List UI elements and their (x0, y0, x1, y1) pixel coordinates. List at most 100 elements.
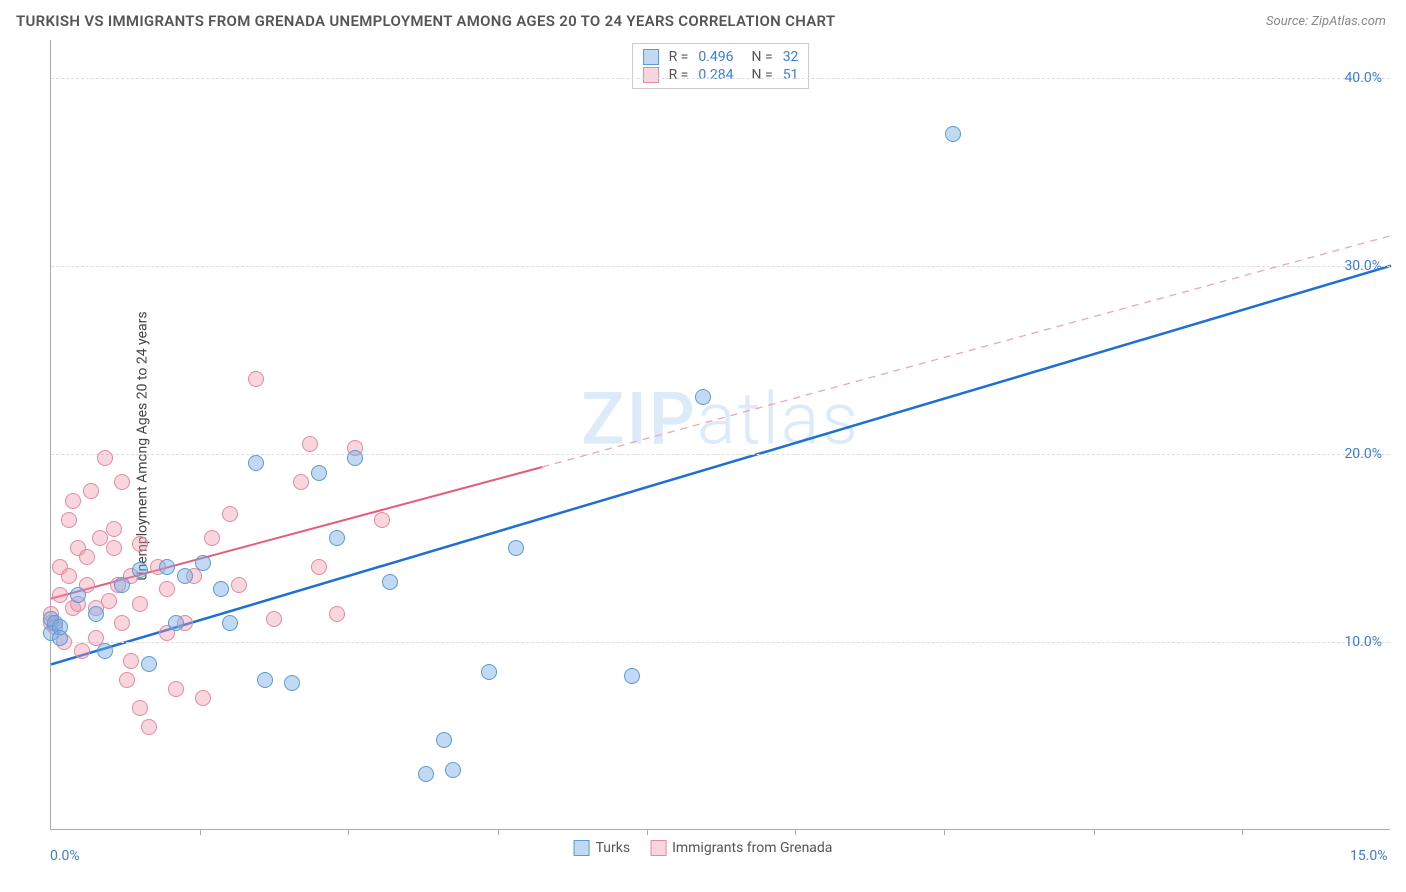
scatter-point (195, 690, 211, 706)
gridline (51, 454, 1390, 455)
gridline (51, 642, 1390, 643)
scatter-point (293, 474, 309, 490)
y-tick-label: 30.0% (1344, 258, 1382, 274)
r-value: 0.284 (698, 67, 733, 83)
scatter-point (70, 587, 86, 603)
scatter-point (508, 540, 524, 556)
scatter-point (195, 555, 211, 571)
x-tick (647, 829, 648, 835)
regression-line (542, 236, 1391, 467)
legend-swatch (650, 840, 666, 856)
series-legend: Turks Immigrants from Grenada (574, 840, 833, 856)
scatter-point (132, 562, 148, 578)
scatter-point (266, 611, 282, 627)
scatter-point (97, 450, 113, 466)
n-value: 51 (783, 67, 799, 83)
legend-item: Immigrants from Grenada (650, 840, 832, 856)
x-tick (795, 829, 796, 835)
scatter-point (204, 530, 220, 546)
x-tick (498, 829, 499, 835)
scatter-point (222, 615, 238, 631)
scatter-point (132, 700, 148, 716)
x-tick-label: 0.0% (50, 848, 80, 864)
scatter-point (695, 389, 711, 405)
x-tick (348, 829, 349, 835)
scatter-point (329, 530, 345, 546)
gridline (51, 78, 1390, 79)
scatter-point (123, 653, 139, 669)
scatter-point (248, 455, 264, 471)
legend-label: Turks (596, 840, 631, 856)
legend-swatch (643, 49, 659, 65)
r-label: R = (669, 67, 689, 83)
legend-item: Turks (574, 840, 631, 856)
legend-swatch (574, 840, 590, 856)
scatter-point (88, 606, 104, 622)
stat-legend-row: R = 0.496 N = 32 (643, 48, 799, 66)
scatter-point (302, 436, 318, 452)
scatter-point (231, 577, 247, 593)
x-tick (944, 829, 945, 835)
r-value: 0.496 (698, 49, 733, 65)
y-tick-label: 20.0% (1344, 446, 1382, 462)
scatter-point (101, 593, 117, 609)
scatter-point (106, 540, 122, 556)
scatter-point (83, 483, 99, 499)
scatter-point (222, 506, 238, 522)
stat-legend-row: R = 0.284 N = 51 (643, 66, 799, 84)
scatter-point (168, 615, 184, 631)
scatter-point (114, 615, 130, 631)
scatter-point (114, 474, 130, 490)
x-tick (1242, 829, 1243, 835)
chart-title: TURKISH VS IMMIGRANTS FROM GRENADA UNEMP… (16, 12, 835, 30)
scatter-point (382, 574, 398, 590)
n-value: 32 (783, 49, 799, 65)
scatter-point (52, 630, 68, 646)
x-tick (200, 829, 201, 835)
scatter-point (114, 577, 130, 593)
scatter-point (177, 568, 193, 584)
scatter-point (119, 672, 135, 688)
scatter-point (436, 732, 452, 748)
x-tick (1094, 829, 1095, 835)
scatter-point (132, 596, 148, 612)
source-label: Source: ZipAtlas.com (1266, 14, 1386, 29)
scatter-point (52, 587, 68, 603)
scatter-point (79, 549, 95, 565)
scatter-point (159, 581, 175, 597)
scatter-point (311, 559, 327, 575)
stat-legend: R = 0.496 N = 32 R = 0.284 N = 51 (632, 43, 810, 89)
scatter-point (106, 521, 122, 537)
legend-label: Immigrants from Grenada (672, 840, 832, 856)
scatter-point (132, 536, 148, 552)
x-tick-label: 15.0% (1350, 848, 1388, 864)
scatter-point (329, 606, 345, 622)
scatter-point (159, 559, 175, 575)
legend-swatch (643, 67, 659, 83)
scatter-point (374, 512, 390, 528)
n-label: N = (752, 49, 773, 65)
scatter-point (257, 672, 273, 688)
y-tick-label: 40.0% (1344, 70, 1382, 86)
r-label: R = (669, 49, 689, 65)
scatter-point (945, 126, 961, 142)
scatter-point (61, 568, 77, 584)
n-label: N = (752, 67, 773, 83)
scatter-point (141, 719, 157, 735)
scatter-point (418, 766, 434, 782)
scatter-point (97, 643, 113, 659)
scatter-point (141, 656, 157, 672)
scatter-point (284, 675, 300, 691)
y-tick-label: 10.0% (1344, 634, 1382, 650)
scatter-point (61, 512, 77, 528)
scatter-point (347, 450, 363, 466)
scatter-point (213, 581, 229, 597)
regression-lines (51, 40, 1390, 829)
gridline (51, 266, 1390, 267)
scatter-point (65, 493, 81, 509)
scatter-point (74, 643, 90, 659)
scatter-point (481, 664, 497, 680)
plot-area: ZIPatlas R =0.496N =32R =0.284N =51 10.0… (50, 40, 1390, 830)
scatter-point (311, 465, 327, 481)
scatter-point (248, 371, 264, 387)
